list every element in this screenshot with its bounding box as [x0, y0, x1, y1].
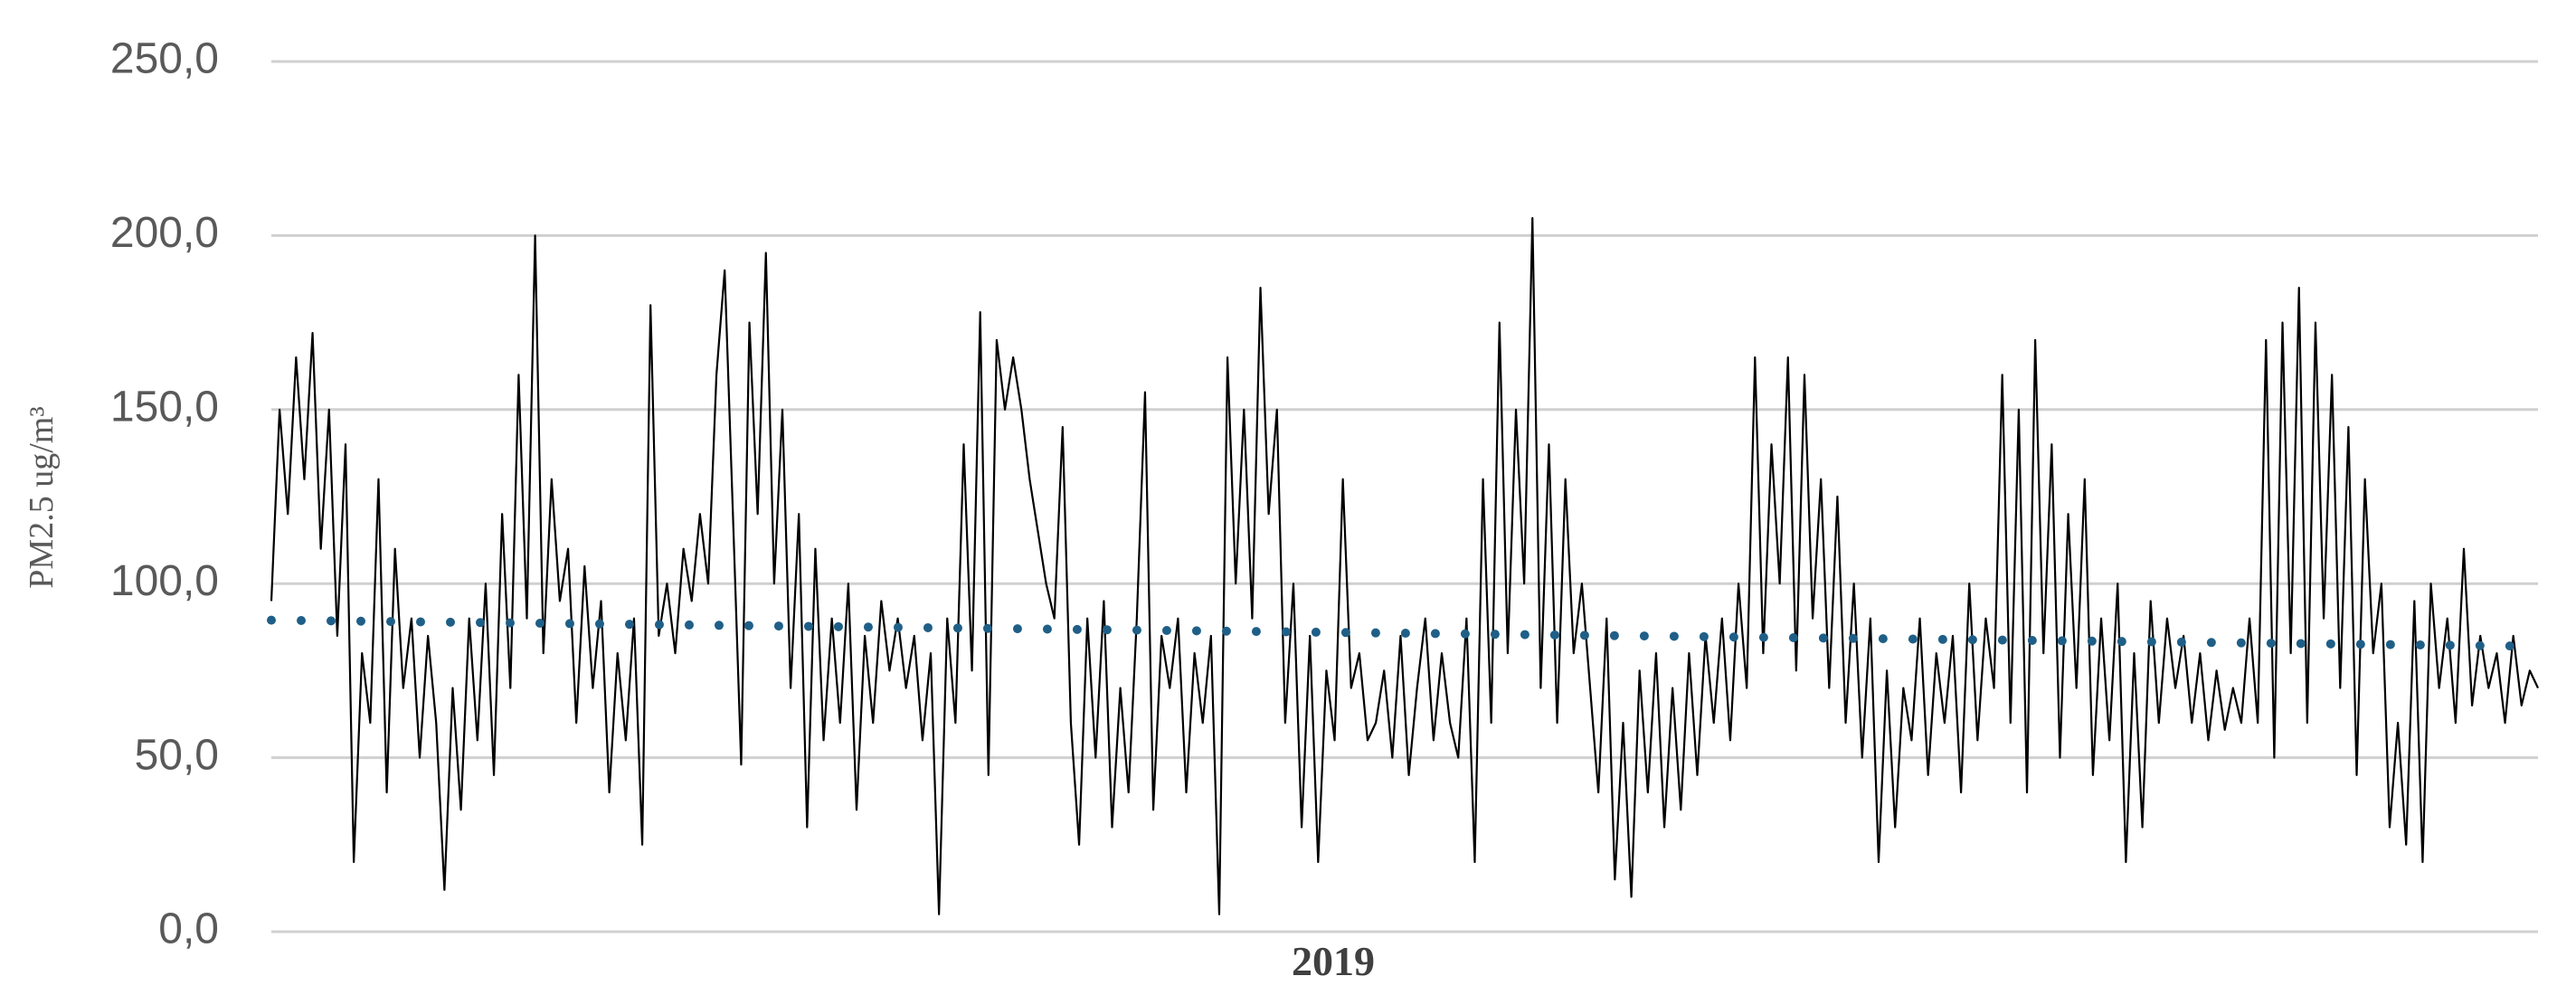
data-line	[270, 217, 2539, 915]
y-tick-label: 100,0	[110, 557, 219, 605]
x-axis-title: 2019	[1292, 938, 1375, 984]
y-tick-label: 50,0	[135, 731, 219, 779]
y-tick-label: 0,0	[158, 905, 219, 953]
trend-line	[267, 615, 2543, 651]
y-axis-title: PM2.5 ug/m³	[23, 406, 61, 588]
y-tick-label: 200,0	[110, 209, 219, 257]
y-tick-label: 150,0	[110, 383, 219, 431]
y-tick-label: 250,0	[110, 35, 219, 83]
